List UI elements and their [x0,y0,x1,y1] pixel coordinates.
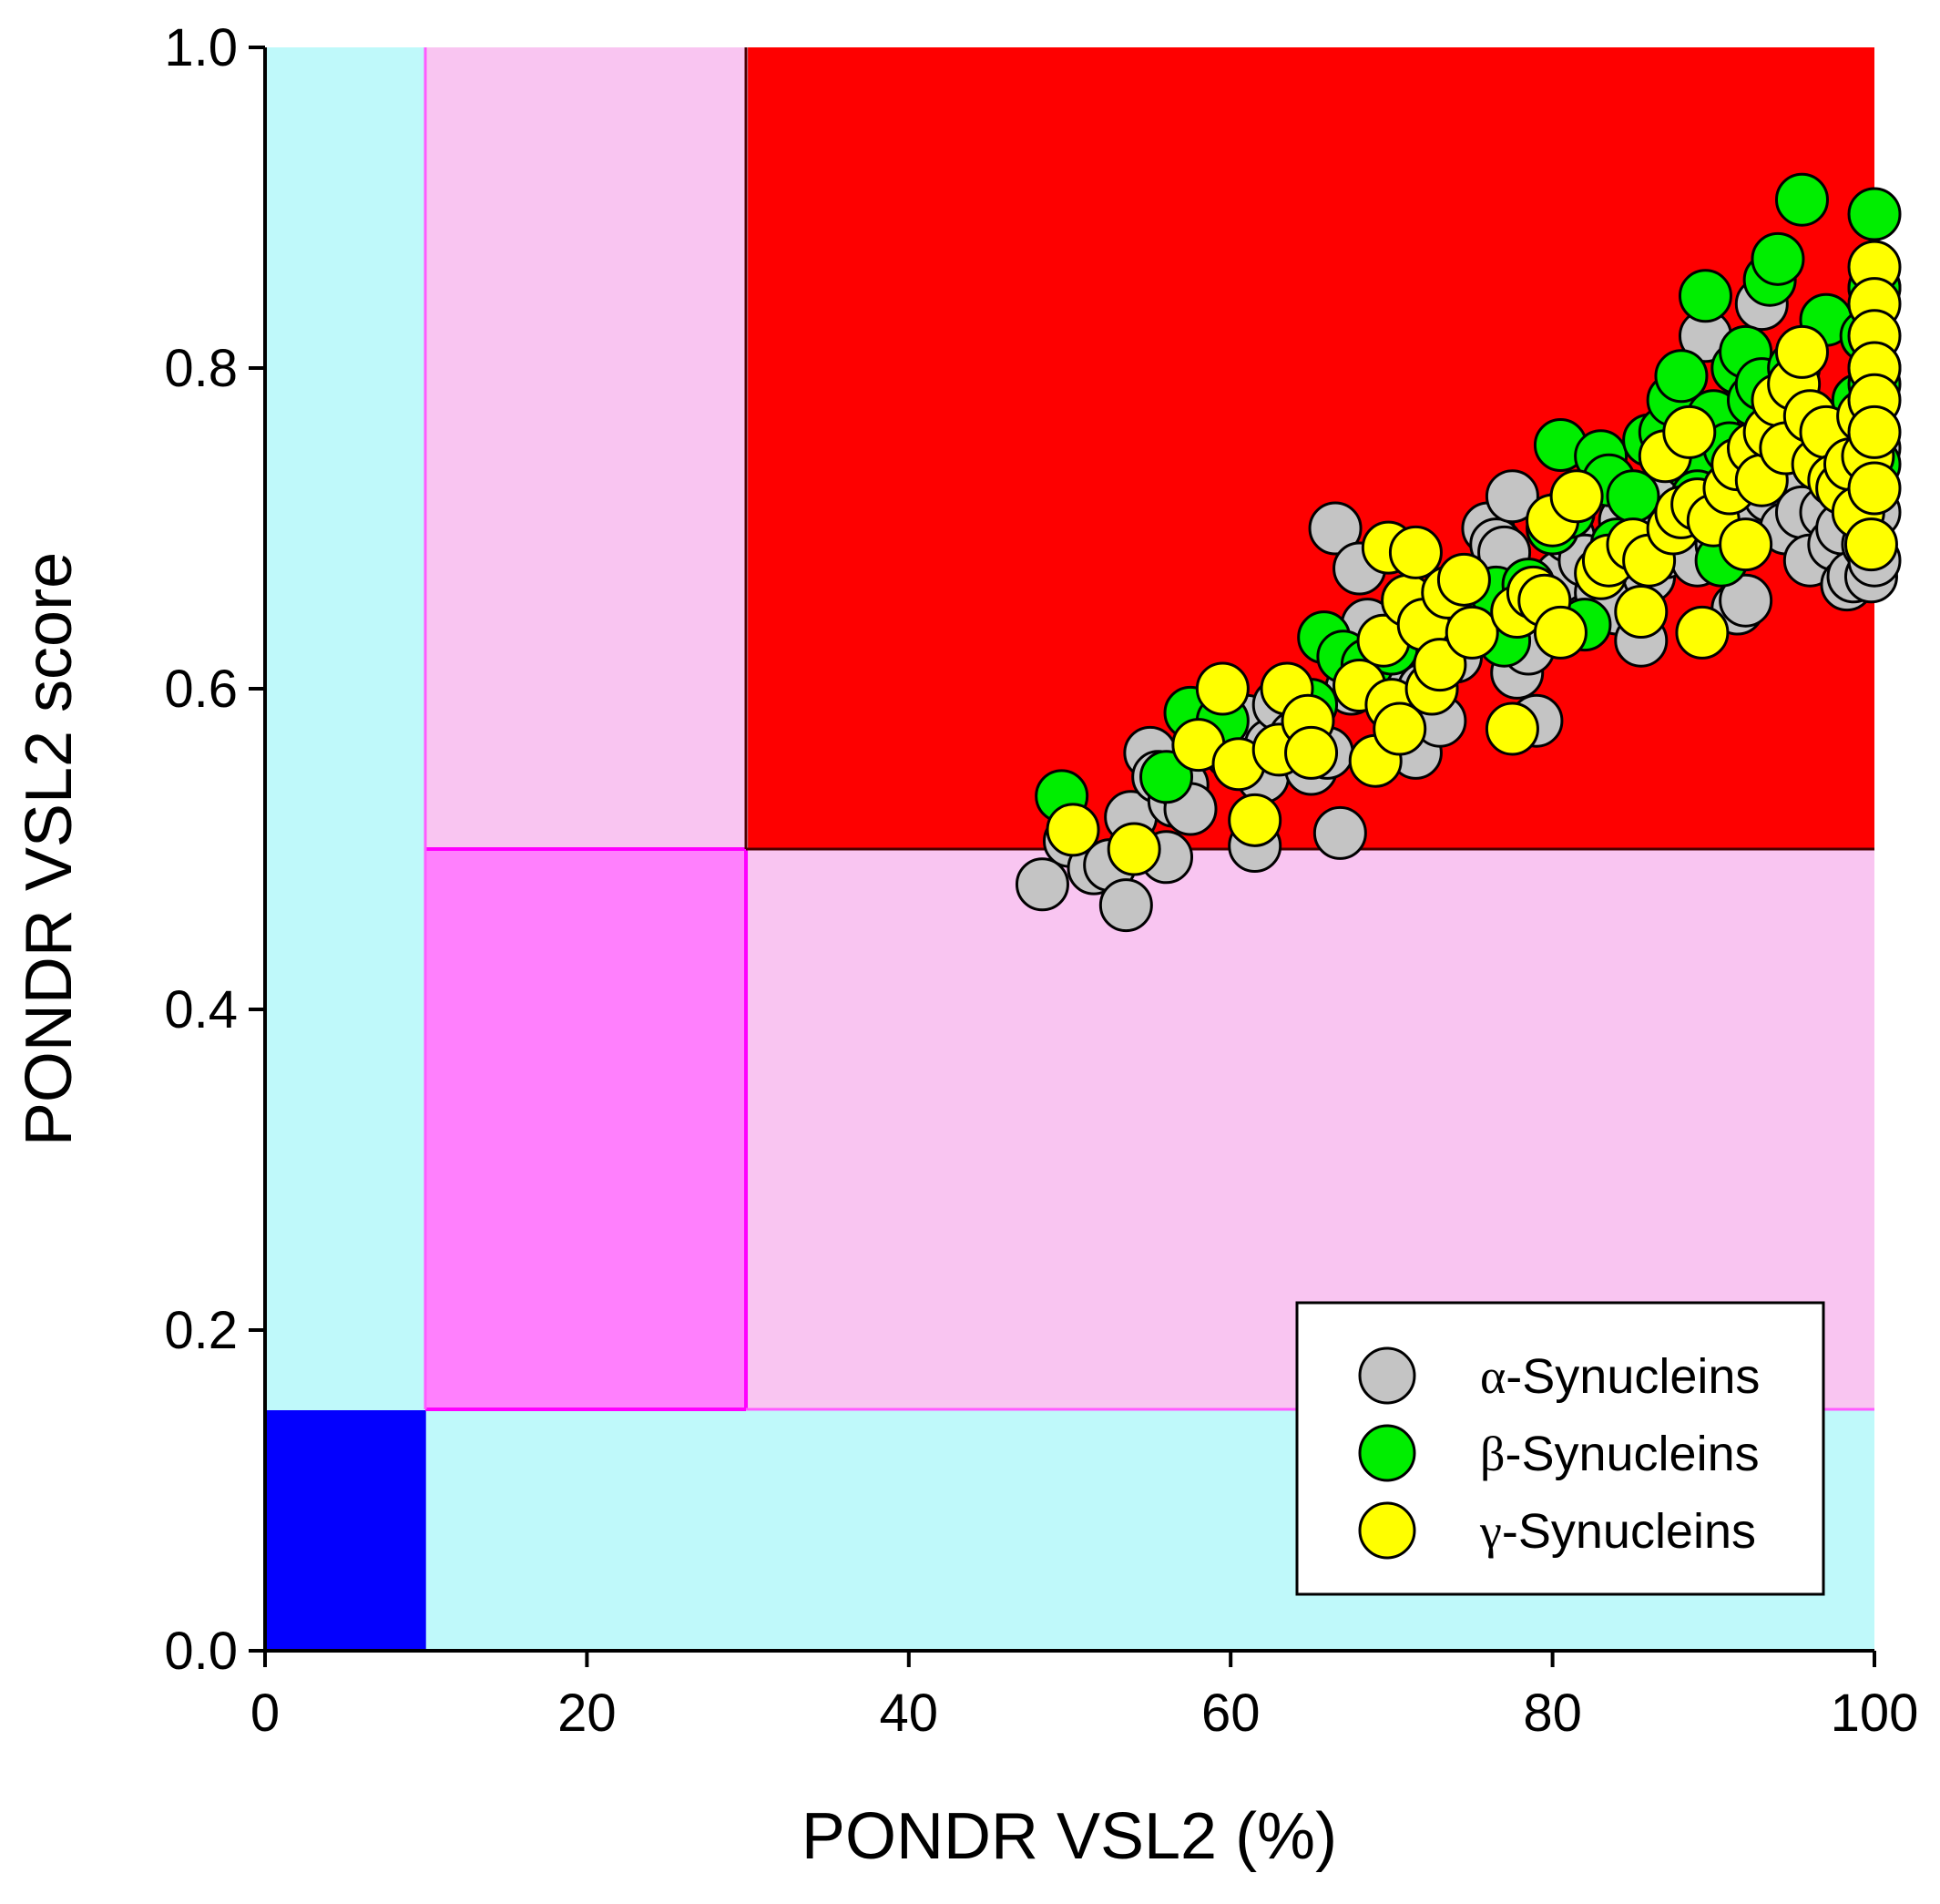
x-tick-label: 100 [1831,1684,1919,1743]
x-tick-label: 0 [250,1684,280,1743]
point-series-1 [1719,573,1773,628]
point-series-2 [1654,349,1709,404]
legend-greek-symbol: β [1480,1427,1505,1481]
point-series-1 [1098,878,1153,933]
y-tick-label: 0.6 [164,660,238,719]
point-series-2 [1139,750,1194,804]
blue-box [265,1410,426,1651]
legend-label-1: α-Synucleins [1480,1349,1760,1404]
legend-label-text: -Synucleins [1506,1349,1760,1404]
legend-label-3: γ-Synucleins [1479,1504,1756,1559]
point-series-2 [1751,231,1805,286]
point-series-3 [1675,605,1730,660]
point-series-1 [1015,857,1069,912]
y-tick-label: 1.0 [164,18,238,77]
point-series-3 [1228,793,1282,847]
legend-greek-symbol: α [1480,1349,1506,1404]
point-series-3 [1614,585,1669,640]
y-tick-label: 0.0 [164,1622,238,1681]
x-axis-title: PONDR VSL2 (%) [802,1800,1337,1873]
y-tick-label: 0.2 [164,1301,238,1360]
point-series-3 [1549,469,1604,524]
x-tick-label: 80 [1523,1684,1582,1743]
point-series-3 [1373,701,1427,756]
point-series-3 [1436,552,1491,607]
point-series-3 [1445,605,1499,660]
point-series-2 [1774,172,1829,227]
point-series-3 [1662,404,1717,459]
point-series-3 [1847,461,1902,516]
point-series-3 [1388,525,1443,579]
point-series-3 [1107,822,1161,876]
legend-label-text: -Synucleins [1505,1427,1759,1481]
point-series-3 [1533,605,1588,660]
point-series-3 [1843,517,1898,572]
legend-marker-3 [1358,1501,1416,1560]
point-series-3 [1284,725,1339,780]
y-axis-title: PONDR VSL2 score [13,552,86,1146]
x-axis-ticks: 0 20 40 60 80 100 [250,1651,1919,1743]
legend-label-2: β-Synucleins [1480,1427,1760,1481]
point-series-3 [1719,517,1773,572]
point-series-3 [1413,638,1467,692]
point-series-2 [1847,187,1902,241]
point-series-3 [1847,404,1902,459]
point-series-1 [1312,805,1367,860]
legend-label-text: -Synucleins [1502,1504,1756,1559]
point-series-2 [1678,269,1732,323]
point-series-3 [1195,661,1250,716]
point-series-1 [1308,501,1363,556]
point-series-3 [1774,324,1829,379]
legend-marker-1 [1358,1346,1416,1405]
x-tick-label: 60 [1201,1684,1261,1743]
point-series-3 [1485,701,1539,756]
y-tick-label: 0.4 [164,980,238,1039]
axes [263,47,1874,1653]
point-series-3 [1046,803,1100,857]
data-points [1015,172,1902,933]
magenta-box [425,849,749,1410]
point-series-1 [1485,469,1539,524]
legend-marker-2 [1358,1424,1416,1482]
y-tick-label: 0.8 [164,339,238,398]
legend-greek-symbol: γ [1479,1504,1502,1559]
y-axis-ticks: 0.0 0.2 0.4 0.6 0.8 1.0 [164,18,265,1681]
x-tick-label: 20 [557,1684,617,1743]
x-tick-label: 40 [880,1684,939,1743]
